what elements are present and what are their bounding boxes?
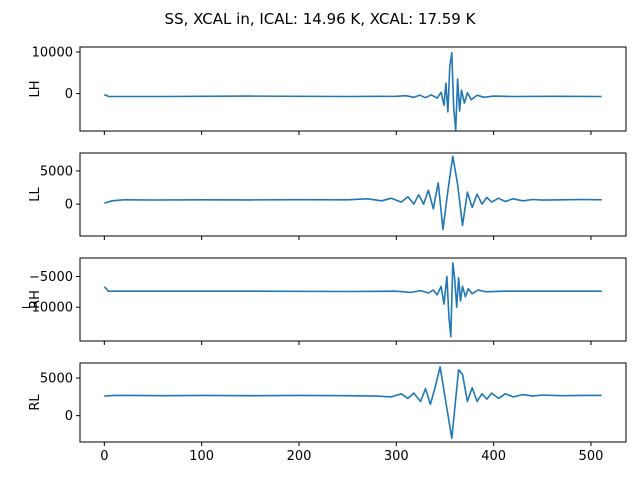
y-axis-label: LH [28,80,43,97]
y-axis-label: RH [28,290,43,309]
x-tick-label: 0 [100,449,108,464]
y-tick-label: 5000 [40,164,73,179]
subplot-rl: 0 5000 0 100 200 300 400 500 RL [28,362,627,464]
x-tick-label: 200 [287,449,312,464]
series-line-rl [104,365,602,440]
figure-title: SS, XCAL in, ICAL: 14.96 K, XCAL: 17.59 … [165,10,477,28]
y-tick-label: 0 [65,87,73,102]
y-tick-label: 0 [65,409,73,424]
subplot-ll: 0 5000 LL [28,152,627,240]
y-tick-label: −10000 [21,301,73,316]
y-tick-label: 0 [65,198,73,213]
subplot-lh: 0 10000 LH [28,45,627,135]
series-line-rh [103,262,602,338]
x-tick-label: 500 [579,449,604,464]
y-tick-label: −5000 [29,270,73,285]
series-line-ll [104,155,602,231]
y-tick-label: 10000 [32,45,73,60]
axes-frame [79,362,627,443]
x-tick-label: 400 [481,449,506,464]
x-tick-label: 100 [189,449,214,464]
y-tick-label: 5000 [40,372,73,387]
x-tick-label: 300 [384,449,409,464]
axes-frame [79,46,627,132]
axes-frame [79,257,627,342]
axes-frame [79,152,627,237]
series-line-lh [104,51,602,131]
y-axis-label: RL [28,394,43,411]
y-axis-label: LL [28,187,43,202]
